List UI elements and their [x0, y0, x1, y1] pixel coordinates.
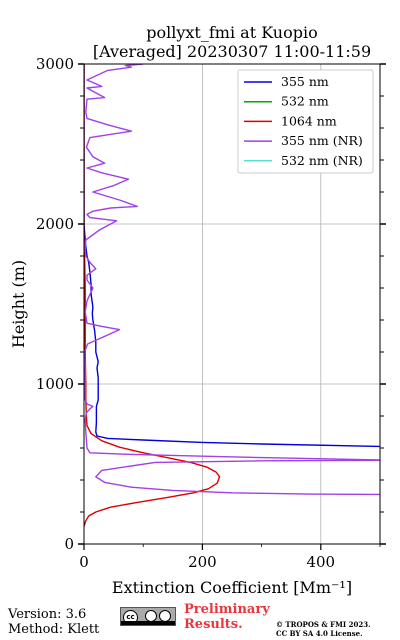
copyright-line-1: © TROPOS & FMI 2023. [276, 620, 371, 629]
x-tick-label: 0 [79, 553, 89, 571]
cc-license-badge: cc [120, 607, 176, 626]
version-text: Version: 3.6 [8, 607, 87, 622]
preliminary-line-1: Preliminary [184, 602, 270, 617]
y-tick-label: 3000 [36, 55, 74, 73]
y-tick-label: 0 [64, 535, 74, 553]
copyright-note: © TROPOS & FMI 2023. CC BY SA 4.0 Licens… [276, 620, 371, 638]
x-tick-label: 400 [306, 553, 335, 571]
series-line [84, 64, 380, 496]
x-tick-label: 200 [188, 553, 217, 571]
y-tick-label: 2000 [36, 215, 74, 233]
series-line [84, 64, 221, 527]
series-layer [84, 64, 380, 527]
copyright-line-2: CC BY SA 4.0 License. [276, 629, 363, 638]
preliminary-line-2: Results. [184, 617, 243, 632]
series-line [84, 64, 380, 448]
chart-subtitle: [Averaged] 20230307 11:00-11:59 [93, 42, 371, 61]
legend-label: 355 nm (NR) [281, 133, 363, 148]
preliminary-note: Preliminary Results. [184, 602, 270, 632]
badge-strip [121, 621, 175, 625]
legend-box [237, 69, 374, 174]
legend: 355 nm 532 nm 1064 nm 355 nm (NR) 532 nm (NR… [237, 69, 374, 174]
legend-label: 532 nm (NR) [281, 153, 363, 168]
x-axis-label: Extinction Coefficient [Mm⁻¹] [112, 578, 352, 597]
chart-title: pollyxt_fmi at Kuopio [146, 23, 317, 42]
legend-label: 1064 nm [281, 113, 337, 128]
legend-label: 355 nm [281, 74, 329, 89]
chart: pollyxt_fmi at Kuopio [Averaged] 2023030… [9, 23, 386, 597]
y-tick-label: 1000 [36, 375, 74, 393]
plot-frame [83, 63, 381, 545]
y-axis-label: Height (m) [9, 260, 28, 348]
ticks: 0 200 400 0 1000 2000 3000 [36, 55, 386, 571]
legend-label: 532 nm [281, 94, 329, 109]
method-text: Method: Klett [8, 622, 100, 637]
